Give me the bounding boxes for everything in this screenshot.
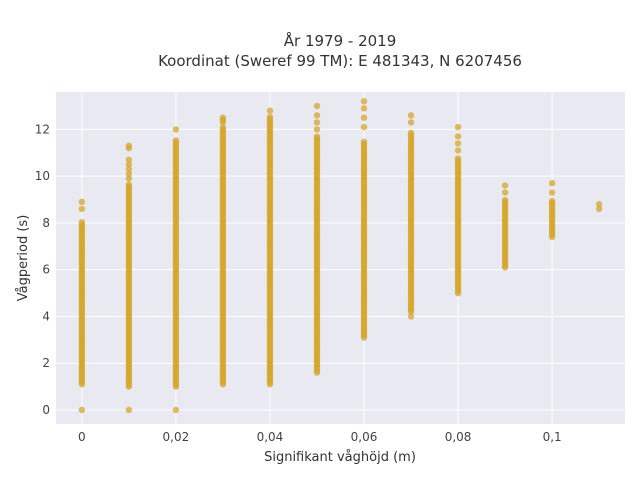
data-point	[125, 161, 133, 168]
data-point	[313, 126, 321, 133]
y-tick-label: 12	[35, 122, 50, 136]
data-point	[125, 181, 133, 188]
data-point	[125, 175, 133, 182]
data-point	[595, 201, 603, 208]
y-tick-label: 8	[42, 216, 50, 230]
data-points	[78, 98, 603, 414]
data-point	[360, 98, 368, 105]
y-tick-label: 10	[35, 169, 50, 183]
x-axis-label: Signifikant våghöjd (m)	[264, 450, 416, 465]
plot-background	[56, 92, 625, 424]
data-point	[219, 124, 227, 131]
y-tick-label: 0	[42, 403, 50, 417]
data-point	[360, 105, 368, 112]
data-point	[454, 155, 462, 162]
data-point	[125, 156, 133, 164]
data-point	[172, 126, 180, 133]
data-point	[360, 123, 368, 131]
x-tick-label: 0,08	[445, 430, 472, 444]
data-point	[360, 114, 368, 121]
data-point	[407, 129, 415, 137]
x-tick-label: 0,06	[351, 430, 378, 444]
data-point	[595, 205, 603, 213]
y-tick-labels: 0 2 4 6 8 10 12	[35, 122, 50, 417]
data-point	[172, 137, 180, 144]
data-point	[548, 189, 556, 196]
y-tick-label: 4	[42, 309, 50, 323]
x-tick-labels: 0 0,02 0,04 0,06 0,08 0,1	[78, 430, 562, 444]
y-tick-label: 2	[42, 356, 50, 370]
data-point	[313, 369, 321, 376]
data-point	[219, 114, 227, 121]
data-point	[548, 197, 556, 205]
data-point	[501, 196, 509, 204]
data-point	[172, 406, 180, 414]
data-point	[454, 147, 462, 154]
data-point	[78, 205, 86, 213]
data-point	[78, 406, 86, 414]
data-point	[78, 198, 86, 206]
data-point	[125, 142, 133, 149]
data-point	[78, 219, 86, 226]
data-point	[454, 140, 462, 147]
data-point	[501, 189, 509, 196]
data-point	[266, 113, 274, 121]
data-point	[125, 170, 133, 178]
data-point	[548, 179, 556, 187]
data-point	[266, 107, 274, 114]
data-point	[313, 102, 321, 110]
data-point	[313, 112, 321, 119]
chart-title-line1: År 1979 - 2019	[284, 31, 397, 50]
data-point	[548, 233, 556, 241]
data-point	[407, 112, 415, 119]
data-point	[313, 133, 321, 140]
data-point	[125, 406, 133, 414]
x-tick-label: 0,02	[163, 430, 190, 444]
data-point	[360, 138, 368, 145]
data-point	[407, 313, 415, 320]
y-tick-label: 6	[42, 263, 50, 277]
data-point	[125, 165, 133, 173]
data-point	[407, 119, 415, 126]
data-point	[454, 123, 462, 131]
data-point	[501, 182, 509, 189]
x-tick-label: 0,1	[543, 430, 562, 444]
data-point	[454, 133, 462, 140]
chart-title-line2: Koordinat (Sweref 99 TM): E 481343, N 62…	[158, 52, 522, 70]
data-point	[313, 119, 321, 126]
x-tick-label: 0	[78, 430, 86, 444]
x-tick-label: 0,04	[257, 430, 284, 444]
y-axis-label: Vågperiod (s)	[16, 215, 31, 302]
